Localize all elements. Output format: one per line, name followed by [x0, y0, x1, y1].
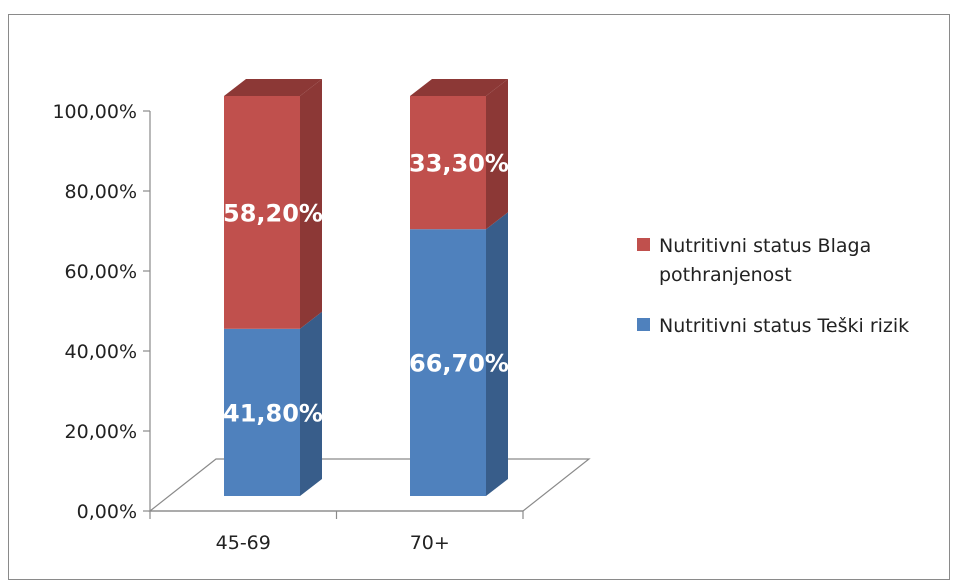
bar-segment: 66,70% [409, 212, 509, 496]
bar-top [410, 79, 508, 96]
bar-top [224, 79, 322, 96]
axes: 0,00% 20,00% 40,00% 60,00% 80,00% 100,00% 45-6… [52, 101, 591, 554]
y-tick-label: 0,00% [77, 501, 137, 523]
legend-swatch [637, 318, 650, 331]
legend-item: Nutritivni status Teški rizik [637, 315, 909, 337]
bar-side [486, 212, 508, 496]
legend-label: pothranjenost [659, 264, 792, 286]
data-label: 66,70% [409, 350, 509, 378]
bar-side [300, 79, 322, 329]
bar-front [410, 229, 486, 496]
data-label: 58,20% [223, 199, 323, 227]
bar-front [224, 96, 300, 329]
legend-item: Nutritivni status Blaga pothranjenost [637, 235, 871, 286]
bar-segment: 58,20% [223, 79, 323, 329]
legend-label: Nutritivni status Teški rizik [659, 315, 909, 337]
y-tick-label: 60,00% [65, 261, 137, 283]
bar-segment: 41,80% [223, 311, 323, 496]
bar-front [224, 328, 300, 496]
y-tick-label: 20,00% [65, 421, 137, 443]
data-label: 33,30% [409, 150, 509, 178]
y-tick-label: 80,00% [65, 181, 137, 203]
bars: 41,80% 58,20% 66,70% 33,30% [223, 79, 509, 496]
x-tick-label: 70+ [410, 532, 450, 554]
data-label: 41,80% [223, 399, 323, 427]
legend-label: Nutritivni status Blaga [659, 235, 871, 257]
bar-segment: 33,30% [409, 79, 509, 230]
legend: Nutritivni status BlagapothranjenostNutr… [637, 235, 909, 337]
bar-side [300, 311, 322, 496]
y-tick-label: 100,00% [52, 101, 137, 123]
bar-side [486, 79, 508, 230]
x-tick-label: 45-69 [216, 532, 271, 554]
y-tick-label: 40,00% [65, 341, 137, 363]
bar-front [410, 96, 486, 230]
legend-swatch [637, 238, 650, 251]
chart-floor [148, 458, 591, 512]
